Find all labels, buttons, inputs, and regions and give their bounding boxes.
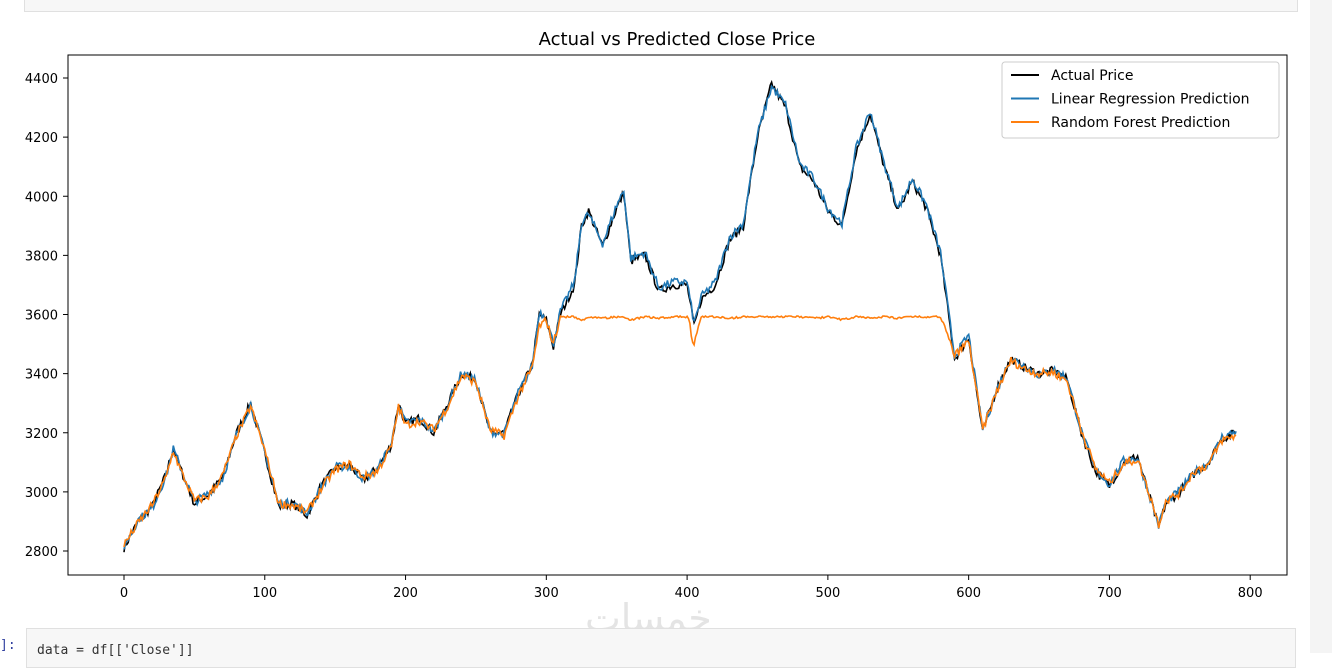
x-tick-label: 800 xyxy=(1238,586,1263,600)
legend-label: Actual Price xyxy=(1051,68,1133,84)
line-chart: Actual vs Predicted Close Price 0 100 200 3… xyxy=(25,29,1288,600)
chart-title: Actual vs Predicted Close Price xyxy=(539,29,816,50)
x-tick-label: 200 xyxy=(393,586,418,600)
series-line-0 xyxy=(123,79,1237,553)
x-tick-label: 600 xyxy=(956,586,981,600)
previous-output-cell xyxy=(24,0,1298,12)
x-tick-label: 500 xyxy=(815,586,840,600)
code-line[interactable]: data = df[['Close']] xyxy=(37,643,194,658)
series-line-2 xyxy=(123,314,1237,548)
legend-label: Linear Regression Prediction xyxy=(1051,92,1250,108)
y-tick-label: 3400 xyxy=(25,368,58,383)
x-tick-label: 400 xyxy=(675,586,700,600)
cell-prompt: ]: xyxy=(0,638,16,653)
y-tick-label: 3000 xyxy=(25,486,58,501)
legend: Actual Price Linear Regression Prediction… xyxy=(1001,61,1280,139)
y-tick-label: 2800 xyxy=(25,545,58,560)
x-tick-label: 300 xyxy=(534,586,559,600)
scrollbar[interactable] xyxy=(1310,0,1332,653)
y-tick-label: 3600 xyxy=(25,309,58,324)
code-cell[interactable]: data = df[['Close']] xyxy=(26,628,1296,668)
y-tick-label: 3200 xyxy=(25,427,58,442)
series-line-1 xyxy=(123,84,1237,550)
x-tick-label: 0 xyxy=(120,586,128,600)
x-tick-label: 100 xyxy=(252,586,277,600)
y-tick-label: 4000 xyxy=(25,190,58,205)
y-tick-label: 4400 xyxy=(25,72,58,87)
y-tick-label: 4200 xyxy=(25,131,58,146)
y-tick-label: 3800 xyxy=(25,249,58,264)
legend-label: Random Forest Prediction xyxy=(1051,115,1230,131)
x-tick-label: 700 xyxy=(1097,586,1122,600)
